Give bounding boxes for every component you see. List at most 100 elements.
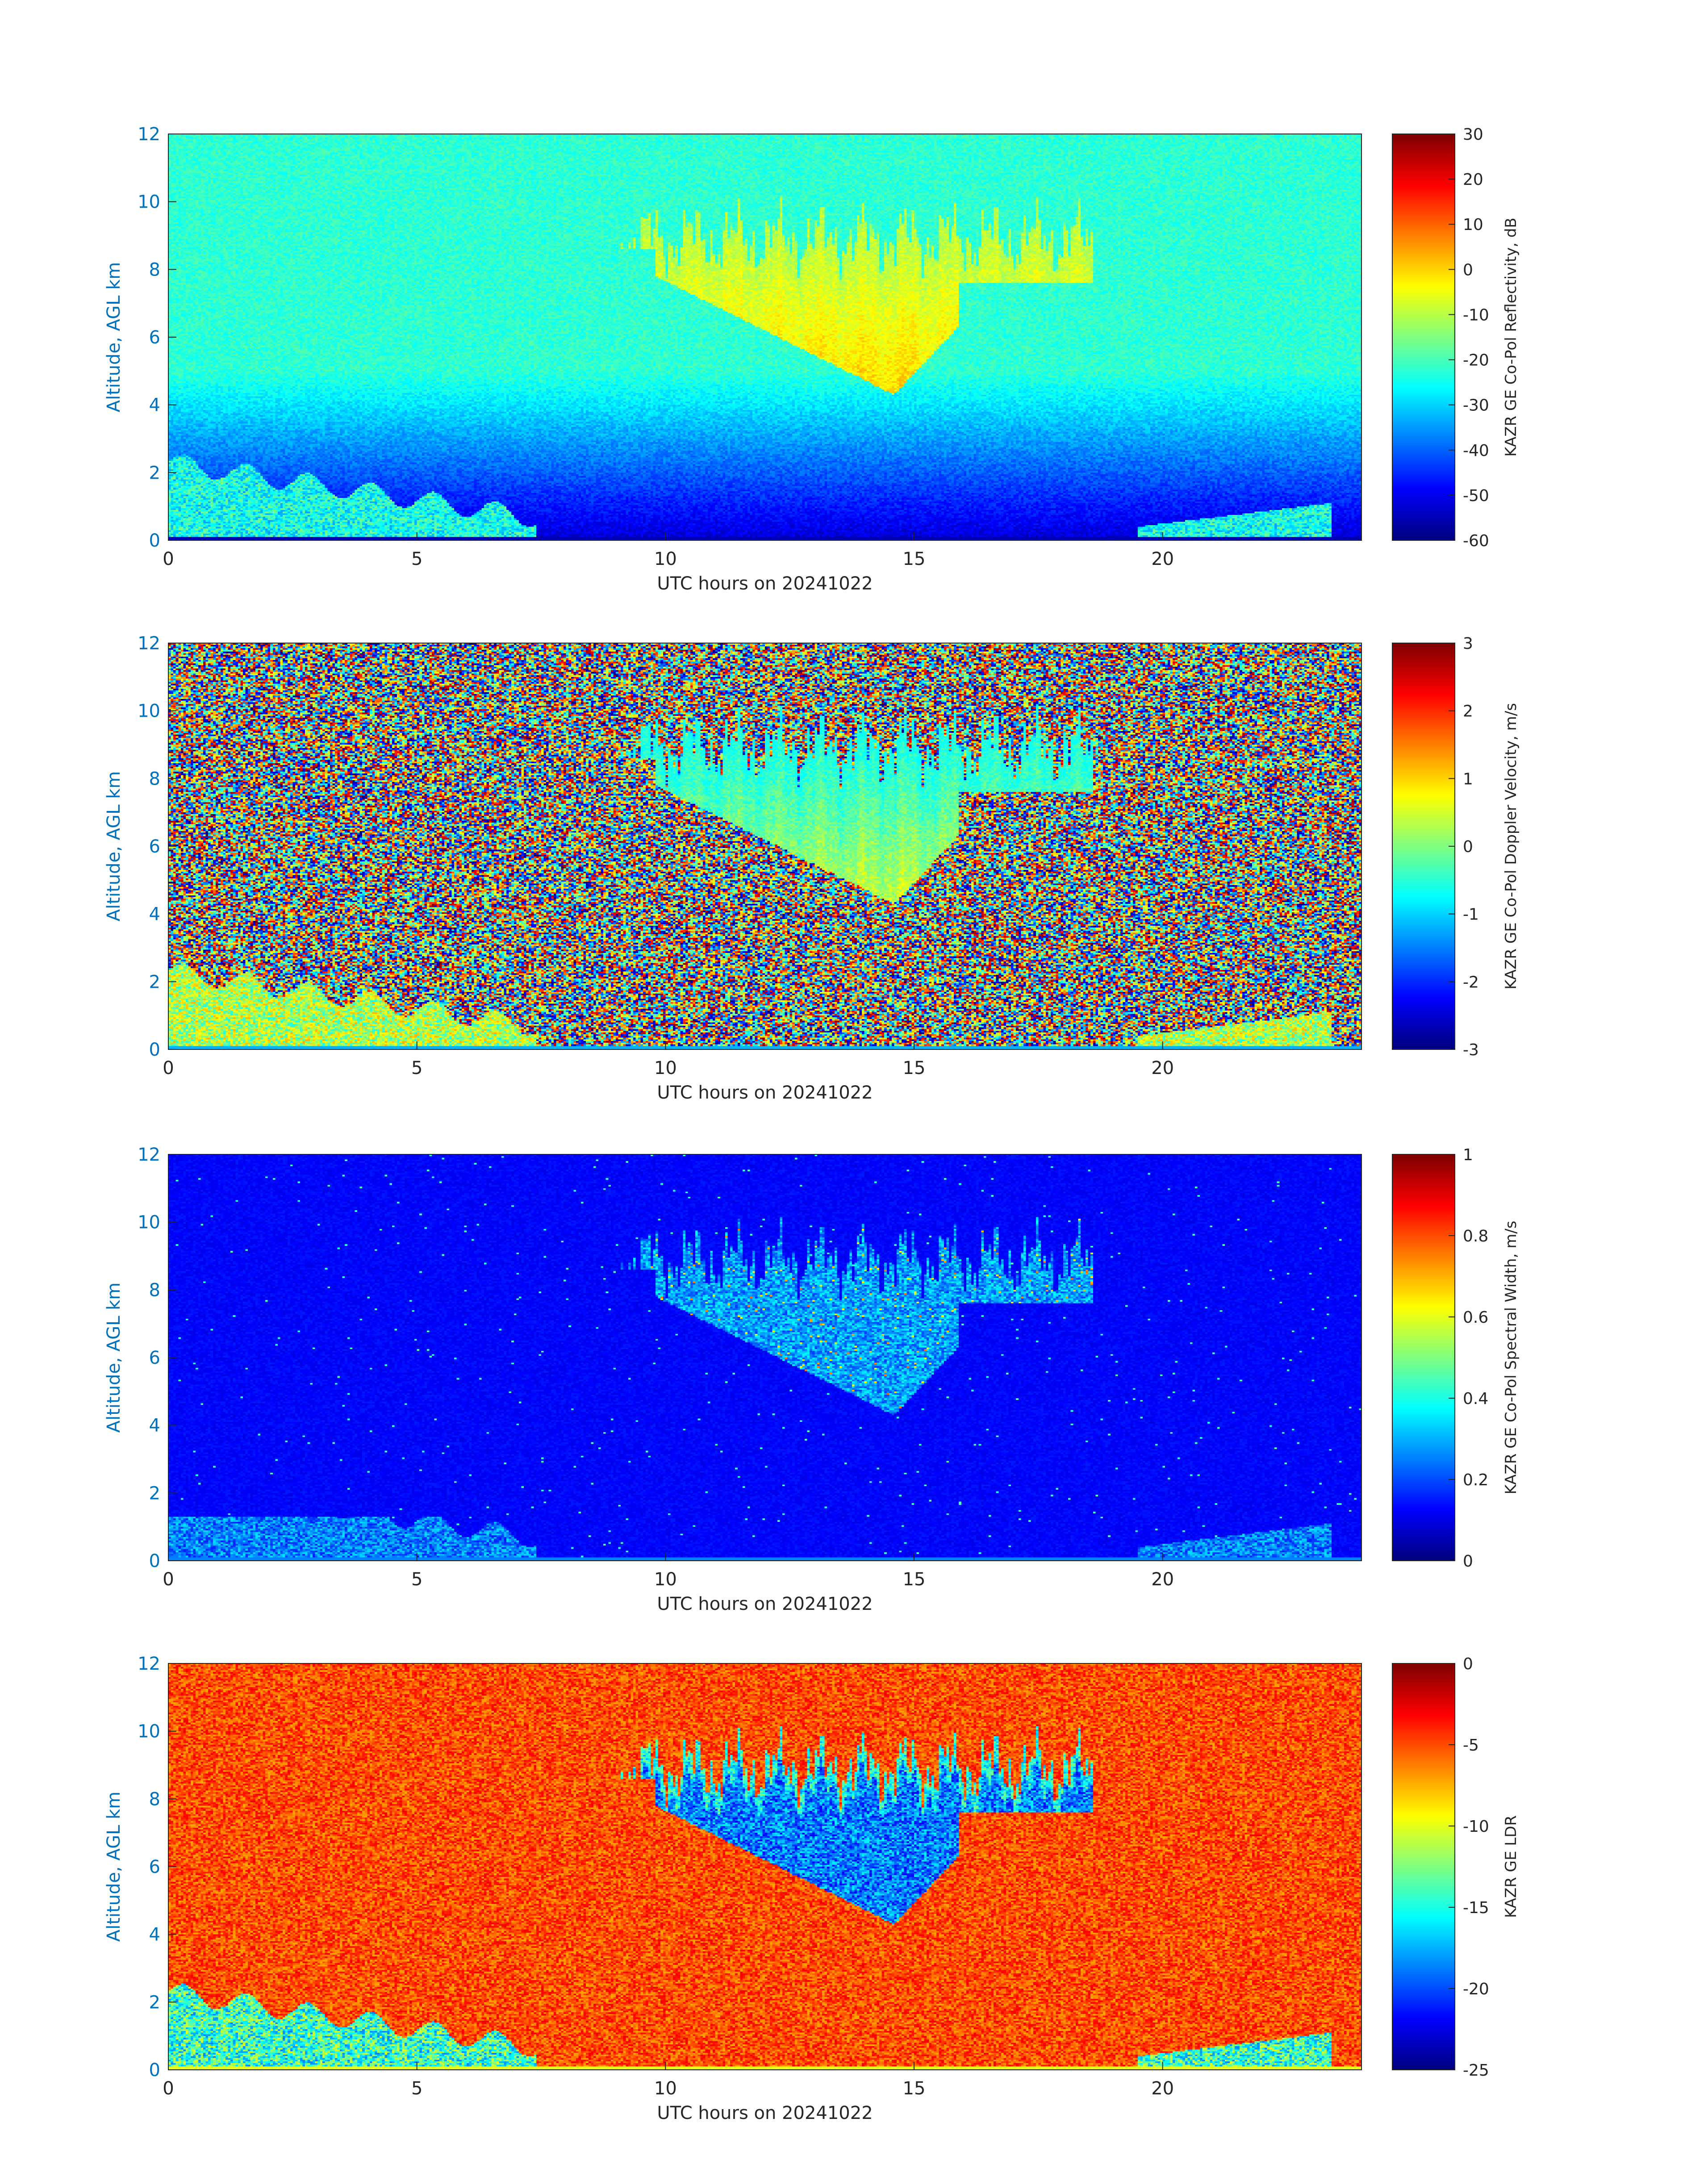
x-tick-label: 15 <box>903 1058 926 1078</box>
colorbar-label: KAZR GE Co-Pol Reflectivity, dB <box>1502 217 1520 456</box>
y-tick-label: 6 <box>149 1857 160 1877</box>
x-tick-label: 5 <box>411 1569 422 1590</box>
x-tick-label: 0 <box>163 1569 174 1590</box>
colorbar-tick-label: -5 <box>1463 1736 1479 1755</box>
colorbar-frame <box>1392 134 1455 540</box>
x-tick-label: 10 <box>654 2078 677 2099</box>
colorbar-tick-label: -20 <box>1463 351 1489 370</box>
x-tick-label: 5 <box>411 549 422 569</box>
chart-panel-3: 0 2 4 6 8 10 12 0 5 10 15 20 UTC hours on 20241022 Al… <box>0 1154 1708 1663</box>
y-axis-label: Altitude, AGL km <box>104 1792 124 1942</box>
colorbar-tick-label: -3 <box>1463 1041 1479 1059</box>
y-tick-label: 6 <box>149 1348 160 1368</box>
colorbar-tick-label: 0.6 <box>1463 1308 1488 1327</box>
y-axis-label: Altitude, AGL km <box>104 1283 124 1433</box>
colorbar-tick-label: -40 <box>1463 442 1489 460</box>
colorbar-tick-label: -2 <box>1463 973 1479 991</box>
y-tick-label: 12 <box>138 1145 160 1165</box>
y-tick-label: 4 <box>149 1416 160 1436</box>
colorbar-label: KAZR GE LDR <box>1502 1815 1520 1918</box>
y-tick-label: 12 <box>138 124 160 145</box>
colorbar-tick-label: -30 <box>1463 397 1489 415</box>
y-tick-label: 10 <box>138 192 160 213</box>
colorbar-tick-label: -20 <box>1463 1980 1489 1998</box>
y-tick-label: 10 <box>138 701 160 722</box>
y-tick-label: 4 <box>149 904 160 925</box>
colorbar-frame <box>1392 1154 1455 1561</box>
x-axis-label: UTC hours on 20241022 <box>657 573 873 594</box>
chart-panel-1: 0 2 4 6 8 10 12 0 5 10 15 20 UTC hours on 20241022 Al… <box>0 134 1708 643</box>
x-tick-label: 15 <box>903 549 926 569</box>
y-tick-label: 2 <box>149 1483 160 1504</box>
x-tick-label: 20 <box>1151 1569 1174 1590</box>
colorbar-frame <box>1392 643 1455 1049</box>
colorbar-tick-label: -50 <box>1463 487 1489 505</box>
x-tick-label: 10 <box>654 1058 677 1078</box>
plot-frame <box>168 643 1361 1049</box>
colorbar-label: KAZR GE Co-Pol Spectral Width, m/s <box>1502 1221 1520 1495</box>
x-axis-label: UTC hours on 20241022 <box>657 1082 873 1103</box>
x-tick-label: 10 <box>654 549 677 569</box>
colorbar-label: KAZR GE Co-Pol Doppler Velocity, m/s <box>1502 703 1520 990</box>
y-tick-label: 6 <box>149 836 160 857</box>
y-tick-label: 0 <box>149 1551 160 1571</box>
y-tick-label: 12 <box>138 1654 160 1674</box>
y-axis-label: Altitude, AGL km <box>104 262 124 413</box>
colorbar-tick-label: -15 <box>1463 1899 1489 1917</box>
y-tick-label: 6 <box>149 327 160 348</box>
y-tick-label: 12 <box>138 633 160 654</box>
x-tick-label: 15 <box>903 1569 926 1590</box>
colorbar-tick-label: -60 <box>1463 532 1489 550</box>
x-tick-label: 5 <box>411 2078 422 2099</box>
colorbar-tick-label: 0.4 <box>1463 1390 1488 1408</box>
colorbar-tick-label: 10 <box>1463 216 1483 234</box>
plot-frame <box>168 1663 1361 2070</box>
y-tick-label: 2 <box>149 972 160 992</box>
x-tick-label: 0 <box>163 1058 174 1078</box>
axes-overlay: 0246810120 5 10 15 20UTC hours on 20241022Al… <box>0 1154 1708 1663</box>
x-tick-label: 0 <box>163 2078 174 2099</box>
plot-frame <box>168 134 1361 540</box>
y-axis-label: Altitude, AGL km <box>104 771 124 922</box>
x-tick-label: 15 <box>903 2078 926 2099</box>
y-tick-label: 8 <box>149 259 160 280</box>
y-tick-label: 0 <box>149 531 160 551</box>
colorbar-tick-label: 0 <box>1463 838 1473 856</box>
colorbar-tick-label: 20 <box>1463 171 1483 189</box>
y-tick-label: 8 <box>149 1280 160 1300</box>
x-tick-label: 20 <box>1151 2078 1174 2099</box>
x-axis-label: UTC hours on 20241022 <box>657 2103 873 2123</box>
y-tick-label: 2 <box>149 1992 160 2013</box>
colorbar-tick-label: -10 <box>1463 1818 1489 1836</box>
y-tick-label: 0 <box>149 1040 160 1060</box>
chart-panel-2: 0 2 4 6 8 10 12 0 5 10 15 20 UTC hours on 20241022 Al… <box>0 643 1708 1152</box>
y-tick-label: 2 <box>149 463 160 483</box>
y-tick-label: 8 <box>149 769 160 789</box>
x-axis-label: UTC hours on 20241022 <box>657 1594 873 1614</box>
y-tick-label: 10 <box>138 1212 160 1233</box>
y-tick-label: 4 <box>149 395 160 416</box>
plot-frame <box>168 1154 1361 1561</box>
colorbar-tick-label: 1 <box>1463 1146 1473 1164</box>
colorbar-tick-label: 0.2 <box>1463 1471 1488 1489</box>
colorbar-tick-label: 0 <box>1463 1552 1473 1571</box>
colorbar-tick-label: 30 <box>1463 125 1483 144</box>
x-tick-label: 5 <box>411 1058 422 1078</box>
colorbar-tick-label: 0.8 <box>1463 1227 1488 1245</box>
colorbar-tick-label: 3 <box>1463 635 1473 653</box>
x-tick-label: 0 <box>163 549 174 569</box>
colorbar-tick-label: 1 <box>1463 770 1473 788</box>
colorbar-frame <box>1392 1663 1455 2070</box>
y-tick-label: 0 <box>149 2060 160 2081</box>
colorbar-tick-label: -10 <box>1463 306 1489 324</box>
colorbar-tick-label: 0 <box>1463 1655 1473 1673</box>
y-tick-label: 4 <box>149 1925 160 1945</box>
colorbar-tick-label: 0 <box>1463 261 1473 279</box>
chart-panel-4: 0 2 4 6 8 10 12 0 5 10 15 20 UTC hours on 20241022 Al… <box>0 1663 1708 2173</box>
y-tick-label: 10 <box>138 1722 160 1742</box>
x-tick-label: 20 <box>1151 1058 1174 1078</box>
